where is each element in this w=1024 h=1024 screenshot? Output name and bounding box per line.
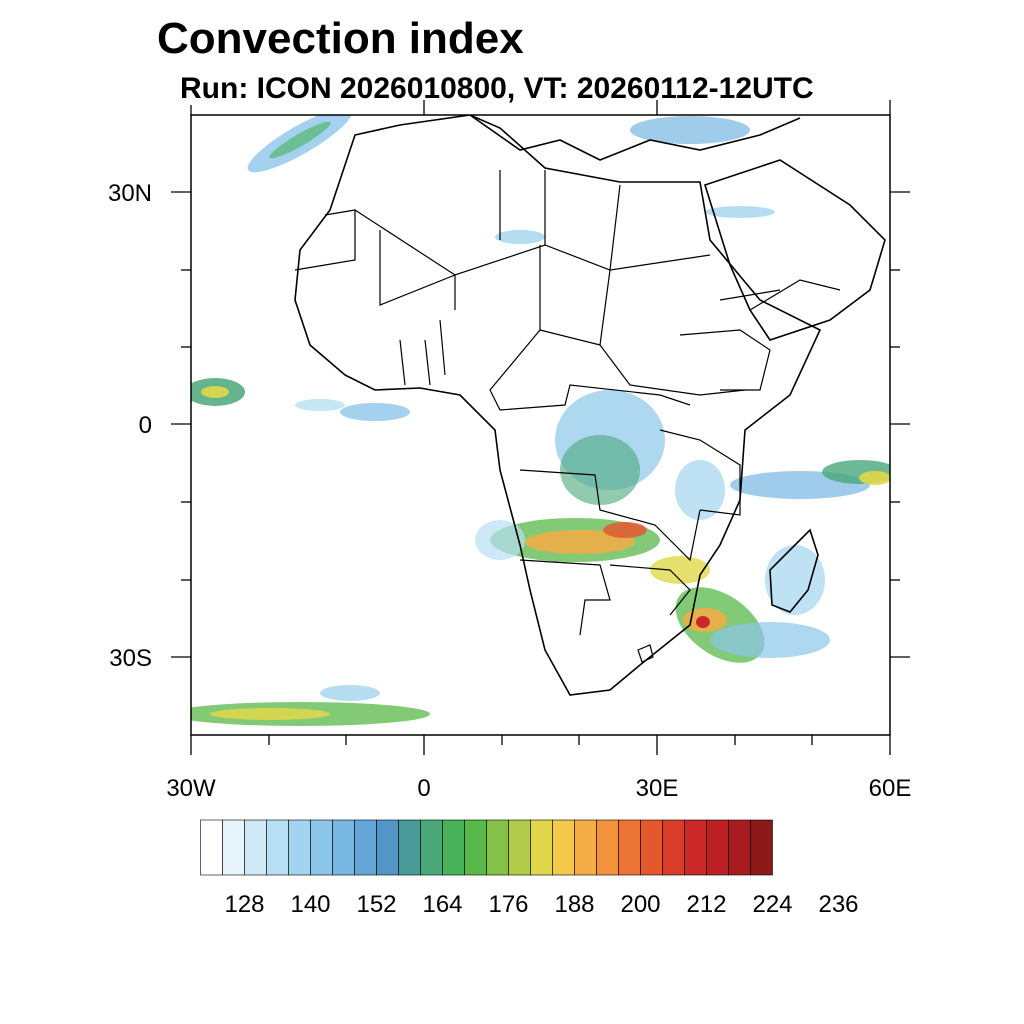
field-blob [320, 685, 380, 701]
colorbar-box [618, 819, 641, 876]
colorbar-box [442, 819, 465, 876]
colorbar-box [222, 819, 245, 876]
colorbar-tick-label: 176 [488, 891, 528, 918]
field-blob [525, 530, 635, 554]
colorbar-box [354, 819, 377, 876]
field-blob [340, 403, 410, 421]
border-line [659, 429, 741, 516]
field-blob [495, 230, 545, 244]
colorbar-labels: 128 140 152 164 176 188 200 212 224 236 [224, 891, 858, 918]
lat-label-30s: 30S [109, 645, 152, 672]
colorbar-box [398, 819, 421, 876]
border-line [519, 559, 691, 636]
colorbar-tick-label: 164 [422, 891, 462, 918]
border-line [519, 469, 701, 562]
field-blob [705, 206, 775, 218]
colorbar-box [640, 819, 663, 876]
field-blob [201, 386, 229, 398]
colorbar-box [684, 819, 707, 876]
colorbar-box [244, 819, 267, 876]
colorbar-box [486, 819, 509, 876]
colorbar-tick-label: 188 [554, 891, 594, 918]
colorbar-tick-label: 200 [620, 891, 660, 918]
colorbar-tick-label: 236 [818, 891, 858, 918]
field-blob [560, 435, 640, 505]
colorbar-tick-label: 128 [224, 891, 264, 918]
colorbar-box [420, 819, 443, 876]
colorbar-tick-label: 152 [356, 891, 396, 918]
lat-label-30n: 30N [108, 180, 152, 207]
colorbar-box [332, 819, 355, 876]
border-line [679, 329, 771, 391]
colorbar-box [596, 819, 619, 876]
colorbar-box [574, 819, 597, 876]
colorbar-box [552, 819, 575, 876]
colorbar-box [200, 819, 223, 876]
lon-label-60e: 60E [869, 775, 912, 802]
chart-subtitle: Run: ICON 2026010800, VT: 20260112-12UTC [180, 72, 814, 105]
border-line [379, 230, 456, 310]
colorbar-box [706, 819, 729, 876]
colorbar-box [266, 819, 289, 876]
border-line [294, 209, 356, 271]
field-blob [765, 545, 825, 615]
field-blob [295, 399, 345, 411]
colorbar-box [750, 819, 773, 876]
border-line [499, 170, 546, 245]
field-blob [650, 556, 710, 584]
colorbar-box [376, 819, 399, 876]
colorbar-box [464, 819, 487, 876]
field-blob [859, 471, 890, 485]
colorbar-box [728, 819, 751, 876]
border-line [719, 279, 841, 311]
field-blob [630, 116, 750, 144]
coastlines [294, 115, 886, 696]
africa-coastline [294, 115, 822, 696]
axis-ticks [171, 100, 910, 755]
plot-frame [190, 114, 891, 736]
convection-field [191, 115, 890, 726]
field-blob [696, 616, 710, 628]
colorbar-box [288, 819, 311, 876]
lat-label-0: 0 [139, 412, 152, 439]
colorbar-tick-label: 140 [290, 891, 330, 918]
colorbar-tick-label: 212 [686, 891, 726, 918]
colorbar-box [310, 819, 333, 876]
field-blob [603, 522, 647, 538]
colorbar-box [662, 819, 685, 876]
borders [294, 170, 841, 663]
lon-label-30e: 30E [636, 775, 679, 802]
lon-label-30w: 30W [166, 775, 216, 802]
field-blob [475, 520, 525, 560]
field-blob [710, 622, 830, 658]
border-line [399, 319, 446, 386]
chart-title: Convection index [157, 14, 524, 63]
colorbar-boxes [200, 819, 773, 876]
colorbar-box [530, 819, 553, 876]
field-blob [675, 460, 725, 520]
field-blob [269, 121, 331, 159]
europe-coastline [469, 115, 801, 161]
lesotho-border [637, 644, 654, 663]
colorbar-tick-label: 224 [752, 891, 792, 918]
lon-label-0: 0 [417, 775, 430, 802]
madagascar-coastline [769, 528, 819, 613]
arabia-coastline [704, 159, 886, 341]
field-blob [210, 708, 330, 720]
border-line [489, 329, 691, 411]
border-line [599, 344, 746, 396]
colorbar-box [508, 819, 531, 876]
